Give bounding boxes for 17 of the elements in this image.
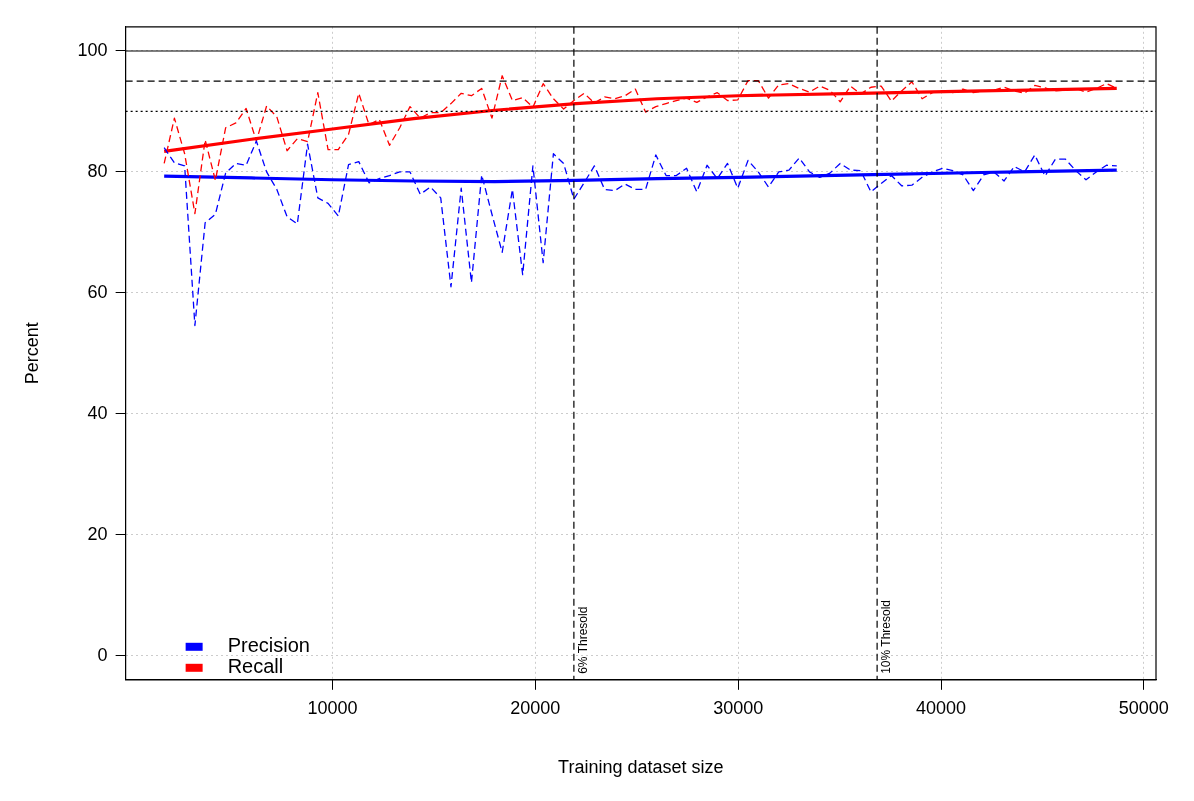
y-tick-label: 0 xyxy=(97,644,108,665)
x-tick-label: 10000 xyxy=(307,697,358,718)
legend-label: Recall xyxy=(227,655,284,678)
x-tick-label: 40000 xyxy=(915,697,967,718)
y-axis-title: Percent xyxy=(21,322,42,385)
y-tick-label: 80 xyxy=(87,160,108,181)
y-tick-label: 40 xyxy=(87,402,108,423)
y-tick-label: 100 xyxy=(77,39,108,60)
ref-line-label: 6% Thresold xyxy=(576,606,591,674)
x-axis-title: Training dataset size xyxy=(558,757,724,778)
y-tick-label: 60 xyxy=(87,281,108,302)
ref-line-label: 10% Thresold xyxy=(879,599,894,674)
x-tick-label: 20000 xyxy=(510,697,561,718)
legend-label: Precision xyxy=(227,634,310,657)
x-tick-label: 30000 xyxy=(713,697,764,718)
y-tick-label: 20 xyxy=(87,523,108,544)
x-tick-label: 50000 xyxy=(1118,697,1169,718)
